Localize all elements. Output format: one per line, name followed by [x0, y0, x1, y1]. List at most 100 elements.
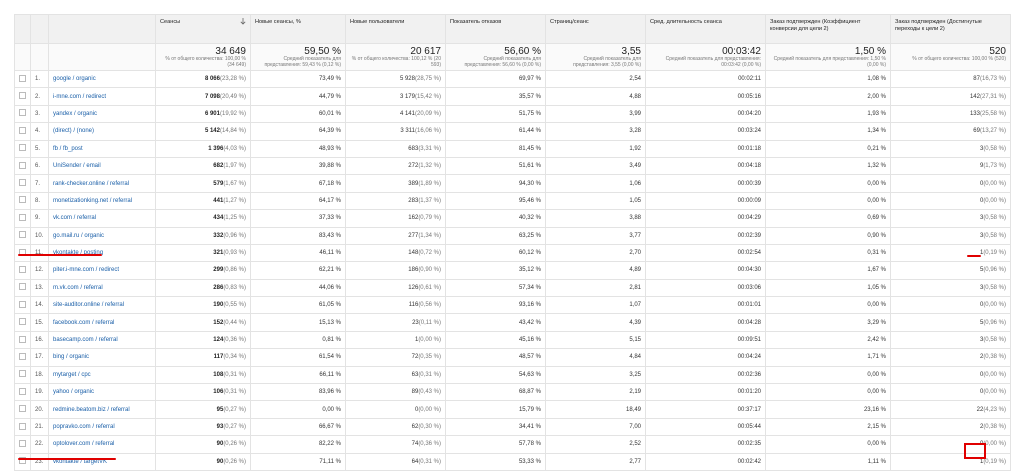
bounce-rate: 35,57 % [445, 87, 546, 106]
row-checkbox[interactable] [19, 387, 26, 395]
goal-completions-share: (0,00 %) [983, 441, 1006, 448]
goal-completions: 142(27,31 %) [890, 87, 1011, 106]
avg-duration: 00:05:16 [645, 87, 766, 106]
row-checkbox[interactable] [19, 405, 26, 413]
conversion-rate: 0,31 % [765, 243, 891, 263]
new-users-share: (0,43 %) [418, 389, 441, 396]
goal-completions-share: (0,38 %) [983, 354, 1006, 361]
sessions-value: 106 [213, 389, 224, 396]
data-row: 4. (direct) / (none) 5 142(14,84 %) 64,39 %… [14, 122, 1011, 141]
new-sessions: 61,05 % [250, 296, 346, 315]
sessions-share: (23,28 %) [219, 76, 246, 83]
row-index: 21. [30, 417, 49, 437]
new-users-value: 63 [411, 371, 419, 378]
sessions: 108(0,31 %) [155, 365, 251, 385]
source-link[interactable]: vkontakte / posting [53, 250, 103, 256]
goal-completions-value: 87 [973, 76, 980, 83]
goal-completions-value: 1 [979, 458, 984, 465]
avg-duration: 00:01:01 [645, 296, 766, 315]
row-checkbox[interactable] [19, 300, 26, 308]
row-checkbox[interactable] [19, 231, 26, 239]
new-users-value: 116 [408, 302, 419, 309]
row-checkbox[interactable] [19, 457, 26, 465]
source-link[interactable]: basecamp.com / referral [53, 337, 118, 344]
source-link[interactable]: mytarget / cpc [53, 371, 91, 378]
row-checkbox[interactable] [19, 179, 26, 187]
sessions-value: 441 [213, 197, 224, 204]
column-title: Новые пользователи [350, 19, 405, 25]
source-link[interactable]: rank-checker.online / referral [53, 180, 130, 187]
source-link[interactable]: popravko.com / referral [53, 424, 115, 430]
new-sessions: 66,11 % [250, 365, 346, 385]
checkbox-cell [14, 226, 31, 245]
row-checkbox[interactable] [19, 74, 26, 82]
new-users: 148(0,72 %) [345, 243, 446, 263]
row-checkbox[interactable] [19, 92, 26, 100]
source-link[interactable]: facebook.com / referral [53, 319, 115, 326]
row-checkbox[interactable] [19, 439, 26, 447]
new-users: 0(0,00 %) [345, 400, 446, 419]
row-checkbox[interactable] [19, 265, 26, 273]
total-note: % от общего количества: 100,12 % (20 593… [351, 56, 441, 68]
column-header: Новые пользователи [345, 14, 446, 44]
new-sessions: 44,79 % [250, 87, 346, 106]
row-index: 17. [30, 348, 49, 367]
goal-completions-value: 3 [979, 337, 984, 344]
sort-arrow[interactable] [240, 18, 246, 25]
row-checkbox[interactable] [19, 144, 26, 152]
source-link[interactable]: go.mail.ru / organic [53, 232, 105, 239]
row-checkbox[interactable] [19, 335, 26, 343]
source-link[interactable]: yandex / organic [53, 110, 98, 117]
total-value: 520 [989, 46, 1006, 57]
source-link[interactable]: monetizationking.net / referral [53, 197, 133, 204]
goal-completions-share: (0,00 %) [983, 371, 1006, 378]
sessions-share: (4,03 %) [223, 145, 246, 152]
row-checkbox[interactable] [19, 283, 26, 291]
row-checkbox[interactable] [19, 109, 26, 117]
avg-duration: 00:02:54 [645, 243, 766, 263]
source-link[interactable]: vk.com / referral [53, 215, 97, 222]
source-link[interactable]: (direct) / (none) [53, 128, 95, 135]
goal-completions-share: (13,27 %) [979, 128, 1006, 135]
new-sessions: 62,21 % [250, 261, 346, 280]
pages-per-session: 1,05 [545, 191, 646, 211]
row-checkbox[interactable] [19, 126, 26, 134]
sessions: 90(0,26 %) [155, 452, 251, 471]
conversion-rate: 0,21 % [765, 139, 891, 158]
sessions-share: (0,86 %) [223, 267, 246, 274]
row-checkbox[interactable] [19, 422, 26, 430]
new-users-value: 23 [412, 319, 419, 326]
source-link[interactable]: yahoo / organic [53, 389, 95, 396]
sessions-share: (0,27 %) [223, 424, 246, 430]
new-users-value: 148 [408, 250, 419, 257]
bounce-rate: 45,16 % [445, 330, 546, 350]
source-link[interactable]: optolover.com / referral [53, 441, 115, 448]
row-checkbox[interactable] [19, 352, 26, 360]
conversion-rate: 0,00 % [765, 365, 891, 385]
bounce-rate: 53,33 % [445, 452, 546, 471]
source-link[interactable]: piter.i-mne.com / redirect [53, 267, 120, 274]
source-link[interactable]: vkontakte / targetVK [53, 458, 108, 465]
source-link[interactable]: UniSender / email [53, 163, 101, 170]
source-link[interactable]: redmine.beatom.biz / referral [53, 406, 130, 413]
new-sessions: 37,33 % [250, 209, 346, 228]
source-link[interactable]: bing / organic [53, 354, 90, 361]
sessions-value: 90 [216, 441, 224, 448]
source-link[interactable]: fb / fb_post [53, 145, 83, 152]
row-checkbox[interactable] [19, 370, 26, 378]
source-link[interactable]: m.vk.com / referral [53, 284, 103, 291]
new-users: 64(0,31 %) [345, 452, 446, 471]
new-users-share: (0,31 %) [418, 458, 441, 465]
new-sessions: 82,22 % [250, 435, 346, 454]
row-checkbox[interactable] [19, 318, 26, 326]
source-link[interactable]: google / organic [53, 76, 96, 83]
source-cell: yahoo / organic [48, 383, 156, 402]
pages-per-session: 2,19 [545, 383, 646, 402]
row-checkbox[interactable] [19, 196, 26, 204]
source-link[interactable]: site-auditor.online / referral [53, 302, 125, 309]
new-users: 162(0,79 %) [345, 209, 446, 228]
row-checkbox[interactable] [19, 161, 26, 169]
row-checkbox[interactable] [19, 213, 26, 221]
goal-completions-value: 5 [979, 267, 984, 274]
source-link[interactable]: i-mne.com / redirect [53, 93, 107, 100]
